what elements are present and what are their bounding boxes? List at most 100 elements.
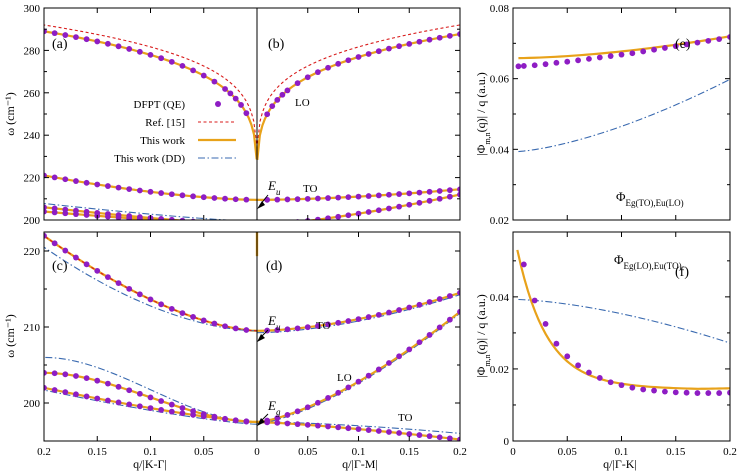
dfpt-point — [426, 36, 433, 43]
x-tick-label: 0.2 — [723, 446, 737, 458]
dfpt-point — [168, 408, 175, 415]
annotation-eu-top: Eu — [267, 178, 281, 197]
dfpt-point — [396, 430, 402, 436]
dfpt-point — [365, 209, 372, 215]
ref15-line — [256, 24, 460, 144]
dfpt-point — [105, 397, 111, 404]
label-layer: 200 220 240 260 280 300 200 210 220 0.02 0.04 0.06 0… — [3, 3, 737, 471]
dfpt-point — [683, 389, 690, 396]
dfpt-point — [386, 360, 392, 366]
dd-line — [256, 232, 258, 257]
dfpt-point — [457, 191, 460, 198]
dd-line — [518, 78, 730, 153]
dfpt-point — [105, 213, 111, 220]
dfpt-point — [520, 63, 527, 69]
annotation-lo-bottom: LO — [337, 372, 352, 384]
dfpt-point — [335, 389, 342, 396]
dfpt-point — [694, 39, 701, 46]
dfpt-point — [179, 192, 186, 199]
frame-layer — [43, 7, 731, 442]
dfpt-point — [284, 420, 291, 427]
dfpt-point — [457, 436, 460, 441]
dfpt-point — [531, 62, 538, 69]
dfpt-markers-e — [515, 34, 730, 70]
dfpt-point — [446, 435, 453, 441]
text-span: Φ — [614, 252, 624, 267]
dfpt-point — [201, 220, 207, 226]
annotation-to-bottom-2: TO — [398, 412, 413, 424]
dfpt-point — [115, 399, 122, 406]
legend-label-this_work: This work — [140, 135, 185, 147]
dfpt-point — [211, 320, 218, 327]
dfpt-point — [629, 50, 636, 57]
dfpt-point — [651, 387, 657, 394]
dfpt-point — [345, 194, 352, 201]
dfpt-point — [136, 403, 143, 410]
dfpt-point — [147, 51, 154, 58]
x-tick-label: 0 — [254, 446, 260, 458]
dfpt-point — [232, 325, 239, 332]
x-tick-label: 0.1 — [352, 446, 366, 458]
y-tick-label: 210 — [24, 322, 41, 334]
dfpt-point — [158, 301, 165, 308]
dfpt-point — [294, 421, 301, 428]
x-axis-title-gk: q/|Γ-K| — [603, 457, 637, 471]
dfpt-point — [716, 36, 723, 42]
dfpt-point — [629, 384, 636, 391]
dfpt-point — [222, 221, 228, 227]
dd-line — [44, 389, 258, 425]
dfpt-point — [705, 37, 712, 44]
dfpt-point — [136, 291, 143, 298]
panel-label-c: (c) — [52, 259, 68, 274]
dfpt-point — [315, 216, 321, 220]
dfpt-point — [136, 48, 143, 55]
dfpt-point — [304, 421, 311, 428]
dfpt-point — [406, 201, 413, 208]
dfpt-point — [365, 193, 372, 199]
dfpt-point — [618, 382, 625, 389]
dfpt-point — [212, 220, 218, 226]
dfpt-point — [222, 323, 228, 330]
dfpt-point — [345, 318, 352, 324]
dfpt-point — [596, 54, 603, 61]
x-tick-label: 0.15 — [666, 446, 686, 458]
dfpt-point — [446, 316, 453, 323]
dfpt-point — [269, 103, 276, 110]
dfpt-point — [44, 369, 47, 376]
dfpt-point — [243, 110, 250, 117]
dfpt-point — [44, 172, 47, 179]
dfpt-point — [304, 195, 311, 202]
y-tick-label: 0 — [504, 436, 510, 448]
dfpt-point — [457, 289, 460, 296]
dfpt-point — [426, 188, 433, 195]
dfpt-point — [416, 38, 423, 45]
dfpt-point — [436, 188, 443, 194]
dfpt-point — [436, 195, 443, 202]
dd-line — [256, 232, 258, 257]
text-span: E — [267, 398, 276, 413]
annotation-lo-top: LO — [295, 97, 310, 109]
dfpt-point — [126, 387, 133, 394]
dfpt-point — [94, 267, 101, 274]
dfpt-point — [105, 274, 111, 281]
dfpt-point — [662, 45, 668, 51]
dfpt-point — [232, 196, 239, 203]
annotation-eg: Eg — [267, 398, 281, 417]
dfpt-point — [284, 326, 291, 333]
dfpt-point — [51, 370, 58, 377]
dfpt-point — [211, 414, 218, 421]
dfpt-point — [222, 416, 228, 422]
x-tick-label: 0 — [510, 446, 516, 458]
dd-line — [44, 246, 258, 332]
arrowhead — [257, 334, 265, 342]
dfpt-point — [51, 205, 58, 212]
dfpt-point — [416, 432, 423, 438]
dfpt-point — [73, 34, 79, 40]
x-axis-title-gm: q/|Γ-M| — [342, 457, 378, 471]
dfpt-markers — [264, 419, 460, 441]
y-tick-label: 0.08 — [490, 3, 510, 15]
dfpt-point — [62, 210, 69, 217]
dfpt-point — [375, 311, 382, 318]
dfpt-point — [446, 32, 453, 39]
